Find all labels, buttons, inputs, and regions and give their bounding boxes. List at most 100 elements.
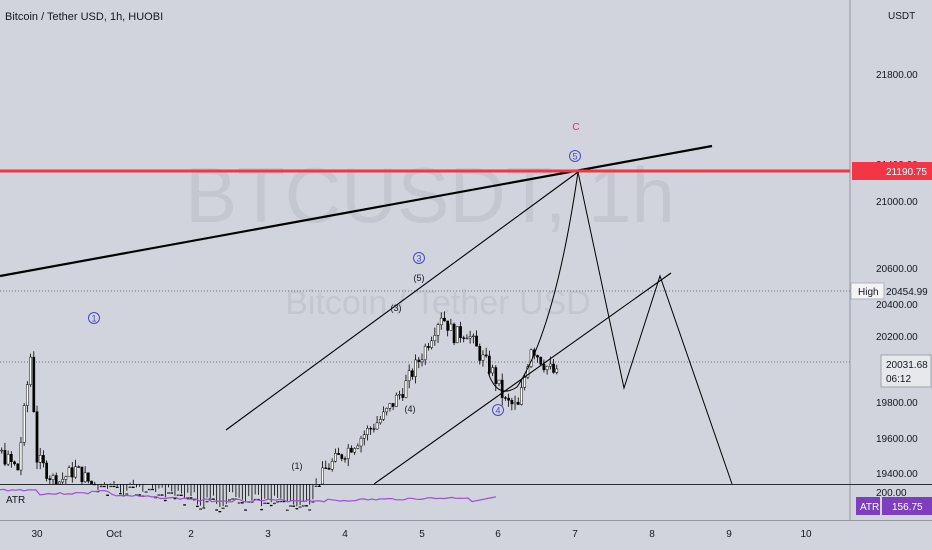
candle-body (202, 507, 206, 509)
atr-badge-value-bg (882, 497, 932, 515)
last-price-badge[interactable]: 20031.68 06:12 (880, 354, 932, 388)
candle-body (555, 368, 559, 373)
candle-body (545, 366, 549, 371)
candle-body (449, 323, 453, 331)
candle-body (423, 346, 427, 361)
wave-label-4[interactable]: 4 (492, 404, 504, 416)
candle-body (16, 463, 20, 471)
candle-body (263, 502, 267, 504)
upper-channel-line[interactable] (225, 171, 579, 431)
candle-body (6, 454, 10, 465)
wave-label-1[interactable]: 1 (88, 312, 100, 324)
price-tick: 20600.00 (876, 264, 918, 275)
price-tick: 21800.00 (876, 70, 918, 81)
candle-body (529, 349, 533, 368)
candle-body (285, 509, 289, 511)
wave-label-sub5[interactable]: (5) (414, 273, 425, 283)
indicator-name[interactable]: ATR (6, 495, 25, 506)
candle-body (144, 491, 148, 493)
candle-body (19, 442, 23, 471)
projection-path[interactable] (487, 171, 733, 485)
candle-body (269, 504, 273, 507)
candle-body (369, 428, 373, 430)
time-label: 7 (572, 529, 578, 540)
candle-body (411, 370, 414, 377)
candle-body (119, 492, 122, 495)
candle-body (398, 394, 401, 396)
candle-body (308, 509, 312, 511)
candle-body (189, 497, 193, 499)
wave-label-sub4[interactable]: (4) (405, 404, 416, 414)
long-trendline[interactable] (0, 144, 713, 278)
candle-body (212, 498, 215, 500)
candle-body (523, 376, 527, 388)
candle-body (58, 481, 61, 485)
time-label: 2 (188, 529, 194, 540)
candle-body (362, 434, 366, 439)
candle-body (526, 366, 530, 378)
candle-body (436, 324, 440, 336)
candle-body (317, 485, 321, 487)
candle-body (394, 394, 398, 407)
candle-body (218, 510, 222, 513)
candle-body (64, 476, 68, 480)
candle-body (231, 498, 235, 500)
candle-body (375, 422, 379, 430)
resistance-price-badge[interactable]: 21190.75 (852, 162, 932, 180)
candle-body (35, 411, 39, 463)
wave-label-3[interactable]: 3 (413, 252, 425, 264)
candle-body (51, 475, 55, 480)
candle-body (488, 355, 491, 374)
candle-body (74, 466, 77, 478)
candle-body (378, 419, 382, 424)
candle-body (3, 449, 7, 465)
high-label-bg (850, 282, 885, 300)
atr-badge-label: ATR (860, 502, 879, 513)
wave-label-c[interactable]: C (572, 122, 579, 133)
price-tick: 19600.00 (876, 434, 918, 445)
candle-body (61, 479, 65, 483)
candle-body (176, 494, 180, 496)
candle-body (83, 472, 87, 483)
candle-body (301, 505, 305, 507)
candle-body (54, 475, 58, 485)
candle-body (471, 335, 475, 338)
watermark-name: Bitcoin / Tether USD (285, 284, 591, 322)
wave-text-4: 4 (495, 406, 500, 416)
high-label[interactable]: High 20454.99 (850, 282, 928, 300)
candle-body (520, 387, 523, 405)
candle-body (224, 505, 228, 507)
wave-label-5[interactable]: 5 (569, 150, 581, 162)
candle-body (42, 455, 45, 464)
candle-body (516, 401, 520, 405)
candle-body (481, 354, 485, 361)
candle-body (180, 494, 183, 496)
wave-label-sub1[interactable]: (1) (292, 461, 303, 471)
candle-body (539, 356, 543, 365)
candle-body (407, 370, 411, 382)
time-axis[interactable]: 30 Oct 2 3 4 5 6 7 8 9 10 (31, 529, 812, 540)
wave-text-3: 3 (416, 254, 421, 264)
wave-text-5: 5 (572, 152, 577, 162)
candle-body (70, 467, 74, 478)
candle-body (170, 492, 174, 494)
candle-body (359, 438, 363, 447)
candle-body (491, 367, 494, 374)
candle-body (208, 498, 212, 500)
candle-body (343, 458, 347, 460)
candle-body (147, 488, 151, 491)
candle-body (430, 340, 433, 348)
atr-badge-label-bg (856, 497, 880, 515)
candle-body (391, 403, 395, 407)
candle-body (478, 345, 482, 361)
wave-label-sub3[interactable]: (3) (391, 303, 402, 313)
atr-scale-tick: 200.00 (876, 488, 907, 499)
currency-label: USDT (888, 11, 915, 22)
atr-badge[interactable]: ATR 156.75 (856, 497, 932, 515)
candle-body (228, 499, 231, 501)
candle-body (414, 359, 417, 377)
candle-body (334, 453, 337, 462)
candle-body (388, 403, 392, 409)
candle-body (404, 380, 408, 398)
